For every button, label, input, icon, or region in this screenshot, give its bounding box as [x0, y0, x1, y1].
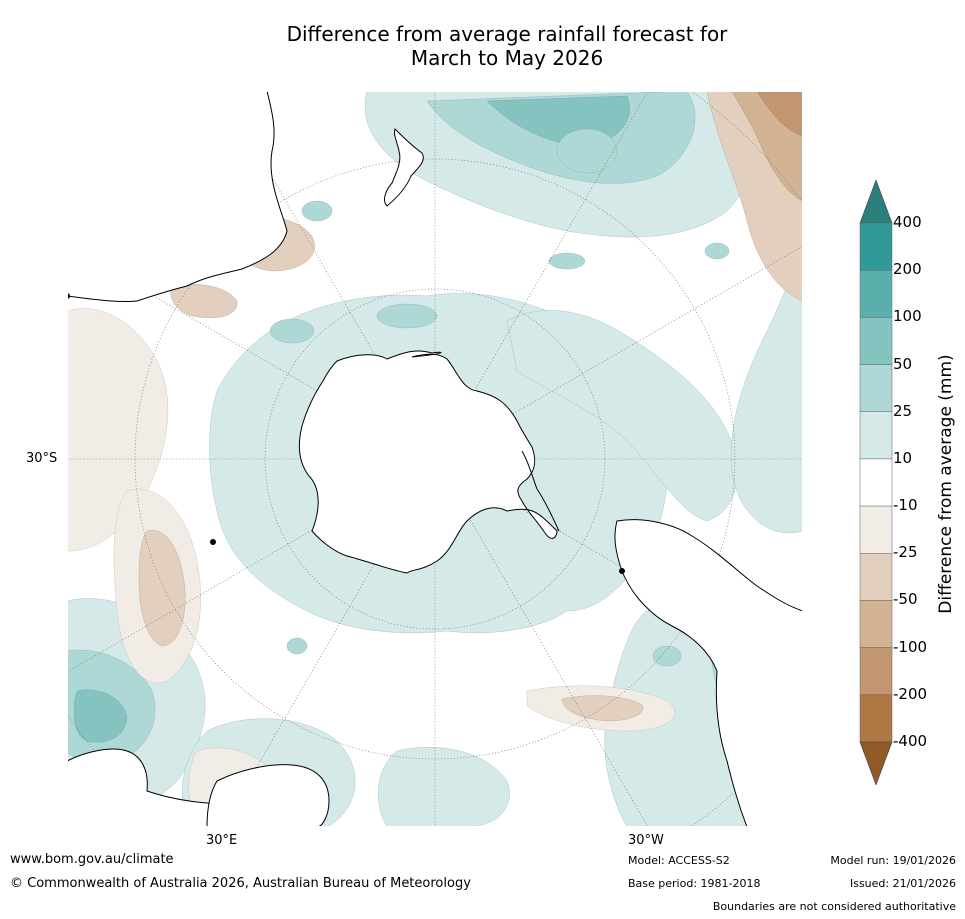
issued-date: Issued: 21/01/2026	[849, 877, 956, 890]
colorbar-band	[859, 222, 893, 271]
anomaly-brown-southeast-mid	[561, 695, 644, 722]
anomaly-teal-blobs	[269, 128, 730, 667]
colorbar-tick-label: -10	[893, 496, 918, 515]
australia-coastline	[67, 91, 288, 303]
new-zealand-coastline	[384, 128, 424, 207]
lon-label-30w: 30°W	[628, 833, 664, 848]
colorbar-tick-label: 200	[893, 260, 922, 279]
colorbar-tick-label: 25	[893, 401, 913, 420]
africa-southern-tip	[206, 764, 330, 827]
colorbar-tick-label: 50	[893, 354, 913, 373]
antarctic-peninsula	[521, 450, 560, 532]
title-line-1: Difference from average rainfall forecas…	[286, 22, 728, 46]
colorbar-tick-label: -200	[893, 684, 928, 703]
colorbar-tick-label: 10	[893, 448, 913, 467]
map-title: Difference from average rainfall forecas…	[0, 22, 965, 70]
anomaly-teal-south-b	[378, 747, 510, 827]
lat-label-30s: 30°S	[26, 451, 58, 466]
colorbar-tick-label: 400	[893, 213, 922, 231]
copyright-text: © Commonwealth of Australia 2026, Austra…	[10, 876, 471, 891]
colorbar-band	[859, 600, 893, 648]
model-info: Model: ACCESS-S2	[628, 854, 730, 867]
colorbar-band	[859, 317, 893, 365]
colorbar-band	[859, 269, 893, 318]
colorbar-tick-label: -50	[893, 590, 918, 609]
antarctica-coastline	[298, 350, 558, 574]
colorbar	[859, 180, 893, 785]
colorbar-band	[859, 647, 893, 696]
model-run: Model run: 19/01/2026	[830, 854, 956, 867]
colorbar-band	[859, 505, 893, 554]
colorbar-tick-label: -400	[893, 732, 928, 750]
anomaly-brown-northwest-b	[170, 283, 238, 319]
colorbar-band	[859, 694, 893, 743]
anomaly-brown-southwest-mid	[138, 530, 186, 647]
colorbar-band	[859, 553, 893, 601]
map-frame	[67, 91, 803, 827]
colorbar-arrow-bottom	[859, 741, 893, 785]
title-line-2: March to May 2026	[410, 46, 604, 70]
lon-label-30e: 30°E	[206, 833, 238, 848]
colorbar-band	[859, 411, 893, 460]
colorbar-tick-label: -25	[893, 543, 918, 562]
base-period: Base period: 1981-2018	[628, 877, 761, 890]
colorbar-arrow-top	[859, 180, 893, 224]
colorbar-band	[859, 458, 893, 507]
rainfall-anomaly-map	[67, 91, 803, 827]
anomaly-teal-east	[731, 250, 803, 533]
colorbar-tick-label: -100	[893, 637, 928, 656]
anomaly-teal-southwest-dark	[73, 689, 128, 743]
website-link[interactable]: www.bom.gov.au/climate	[10, 852, 174, 867]
colorbar-title: Difference from average (mm)	[936, 354, 956, 614]
south-america-coastline	[614, 519, 803, 827]
colorbar-band	[859, 364, 893, 412]
colorbar-tick-label: 100	[893, 307, 922, 326]
disclaimer: Boundaries are not considered authoritat…	[712, 900, 956, 913]
